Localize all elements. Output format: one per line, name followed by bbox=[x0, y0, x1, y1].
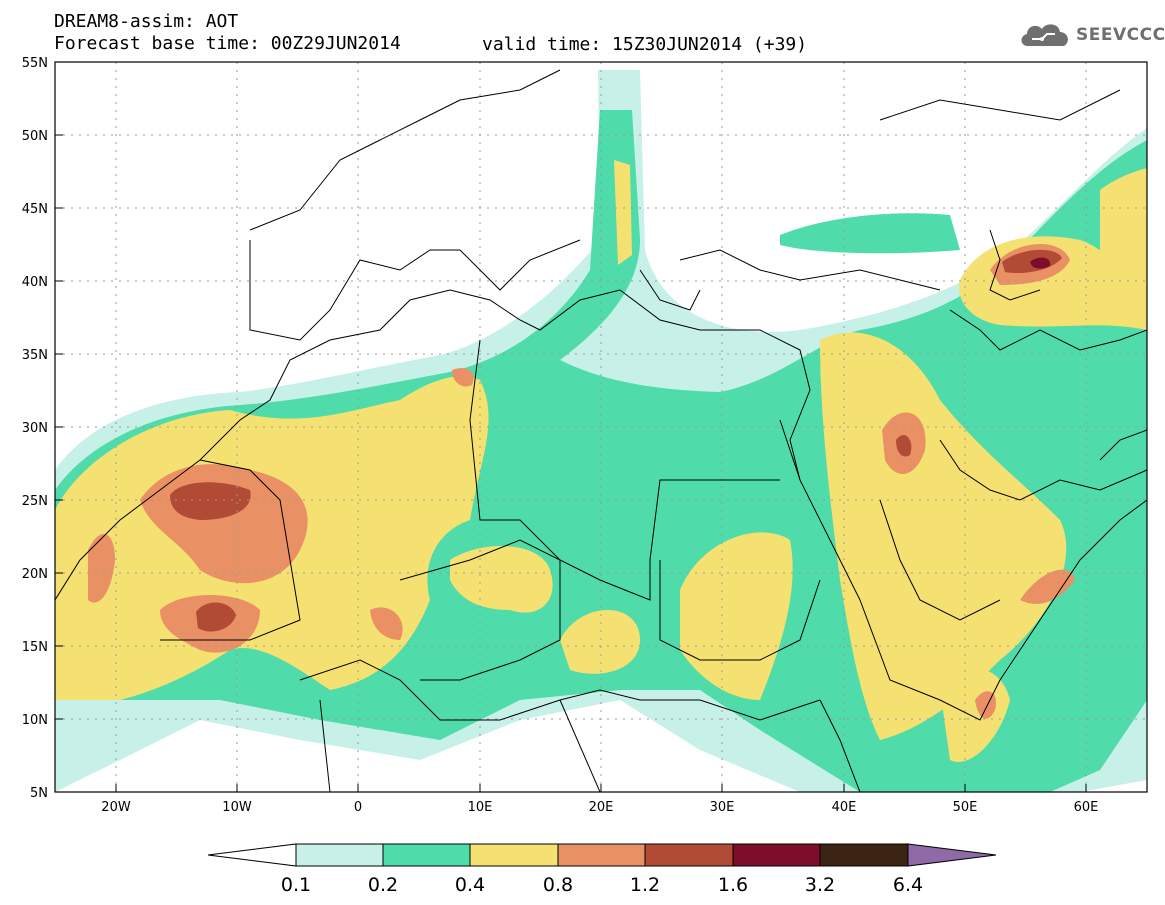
colorbar-labels: 0.1 0.2 0.4 0.8 1.2 1.6 3.2 6.4 bbox=[281, 874, 923, 896]
lon-label: 10E bbox=[468, 800, 493, 815]
lat-label: 50N bbox=[22, 129, 48, 144]
aot-band-0.8-oman bbox=[1020, 569, 1075, 604]
lon-label: 50E bbox=[953, 800, 978, 815]
lat-label: 15N bbox=[22, 640, 48, 655]
lon-label: 0 bbox=[354, 800, 362, 815]
colorbar-bin bbox=[469, 843, 559, 867]
lat-label: 40N bbox=[22, 275, 48, 290]
coastlines bbox=[55, 69, 1147, 792]
lat-label: 35N bbox=[22, 348, 48, 363]
lat-labels: 55N 50N 45N 40N 35N 30N 25N 20N 15N 10N … bbox=[22, 56, 48, 801]
colorbar-high-end bbox=[907, 843, 997, 867]
cloud-icon bbox=[1021, 24, 1068, 46]
lat-label: 25N bbox=[22, 494, 48, 509]
colorbar-bin bbox=[295, 843, 384, 867]
lon-label: 40E bbox=[832, 800, 857, 815]
colorbar-bin bbox=[557, 843, 646, 867]
aot-band-1.6-caspian bbox=[1030, 257, 1051, 269]
lon-label: 60E bbox=[1074, 800, 1099, 815]
aot-band-1.2-sahara bbox=[170, 482, 251, 520]
lon-label: 20W bbox=[101, 800, 131, 815]
aot-band-0.4-central bbox=[450, 546, 553, 613]
colorbar-label: 1.6 bbox=[718, 874, 748, 896]
colorbar-label: 0.2 bbox=[368, 874, 398, 896]
lat-label: 45N bbox=[22, 202, 48, 217]
lon-labels: 20W 10W 0 10E 20E 30E 40E 50E 60E bbox=[101, 800, 1098, 815]
logo-text: SEEVCCC bbox=[1076, 25, 1165, 45]
aot-band-1.2-iraq bbox=[896, 435, 912, 457]
colorbar bbox=[207, 843, 997, 867]
valid-time: valid time: 15Z30JUN2014 (+39) bbox=[482, 34, 808, 55]
aot-band-0.8-coast bbox=[88, 533, 115, 603]
colorbar-bin bbox=[732, 843, 821, 867]
lat-label: 55N bbox=[22, 56, 48, 71]
colorbar-label: 0.1 bbox=[281, 874, 311, 896]
colorbar-label: 0.4 bbox=[455, 874, 485, 896]
colorbar-bin bbox=[382, 843, 471, 867]
aot-band-0.2-east-sea bbox=[780, 213, 960, 254]
lat-label: 30N bbox=[22, 421, 48, 436]
lon-label: 10W bbox=[222, 800, 252, 815]
forecast-base-time: Forecast base time: 00Z29JUN2014 bbox=[54, 33, 401, 54]
lon-label: 20E bbox=[589, 800, 614, 815]
aot-band-0.4-iran bbox=[1100, 168, 1147, 300]
map-title: DREAM8-assim: AOT bbox=[54, 11, 239, 32]
colorbar-bin bbox=[819, 843, 909, 867]
colorbar-label: 3.2 bbox=[805, 874, 835, 896]
aot-fields bbox=[55, 62, 1147, 792]
aot-band-0.4-horn bbox=[940, 668, 1010, 762]
aot-band-0.8-algeria bbox=[452, 368, 474, 387]
aot-band-1.2-mali bbox=[196, 602, 236, 632]
lat-label: 5N bbox=[30, 786, 48, 801]
graticule bbox=[55, 62, 1147, 792]
lat-label: 20N bbox=[22, 567, 48, 582]
colorbar-label: 1.2 bbox=[630, 874, 660, 896]
colorbar-bin bbox=[644, 843, 734, 867]
colorbar-low-end bbox=[207, 843, 297, 867]
aot-band-0.4-chad bbox=[560, 610, 640, 674]
axis-ticks bbox=[55, 61, 1087, 792]
colorbar-label: 6.4 bbox=[893, 874, 923, 896]
lat-label: 10N bbox=[22, 713, 48, 728]
aot-band-0.4-arabia bbox=[820, 332, 1067, 740]
seevccc-logo: SEEVCCC bbox=[1018, 20, 1165, 50]
lon-label: 30E bbox=[710, 800, 735, 815]
colorbar-label: 0.8 bbox=[543, 874, 573, 896]
aot-band-0.4-balkan bbox=[614, 160, 632, 265]
aot-band-0.8-niger bbox=[370, 607, 403, 640]
